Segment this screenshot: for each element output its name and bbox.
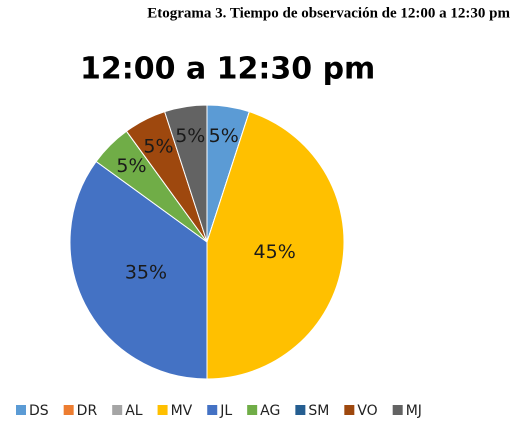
pie-slice xyxy=(206,111,345,380)
legend-swatch xyxy=(392,405,403,415)
legend-swatch xyxy=(63,405,74,415)
page-title: Etograma 3. Tiempo de observación de 12:… xyxy=(147,5,510,21)
legend: DS DR AL MV JL AG SM VO MJ xyxy=(16,403,422,419)
legend-swatch xyxy=(295,405,306,415)
legend-swatch xyxy=(112,405,123,415)
legend-swatch xyxy=(157,405,168,415)
slice-label: 5% xyxy=(209,125,239,147)
slice-label: 5% xyxy=(143,135,173,157)
legend-label: SM xyxy=(308,403,329,419)
legend-label: DR xyxy=(77,403,98,419)
legend-swatch xyxy=(207,405,218,415)
slice-label: 5% xyxy=(116,155,146,177)
chart-title: 12:00 a 12:30 pm xyxy=(80,52,375,87)
slice-label: 5% xyxy=(175,125,205,147)
pie-slice xyxy=(164,104,208,243)
legend-swatch xyxy=(247,405,258,415)
legend-label: DS xyxy=(29,403,49,419)
pie: 5%45%35%5%5% 5% xyxy=(69,104,345,380)
legend-label: MJ xyxy=(406,403,422,419)
legend-label: AG xyxy=(260,403,280,419)
legend-swatch xyxy=(16,405,26,415)
legend-label: AL xyxy=(125,403,143,419)
legend-label: MV xyxy=(171,403,193,419)
legend-label: VO xyxy=(357,403,377,419)
slice-label: 35% xyxy=(125,262,167,284)
legend-swatch xyxy=(344,405,355,415)
slice-label: 45% xyxy=(254,241,296,263)
legend-label: JL xyxy=(219,403,232,419)
pie-slice xyxy=(69,160,208,380)
